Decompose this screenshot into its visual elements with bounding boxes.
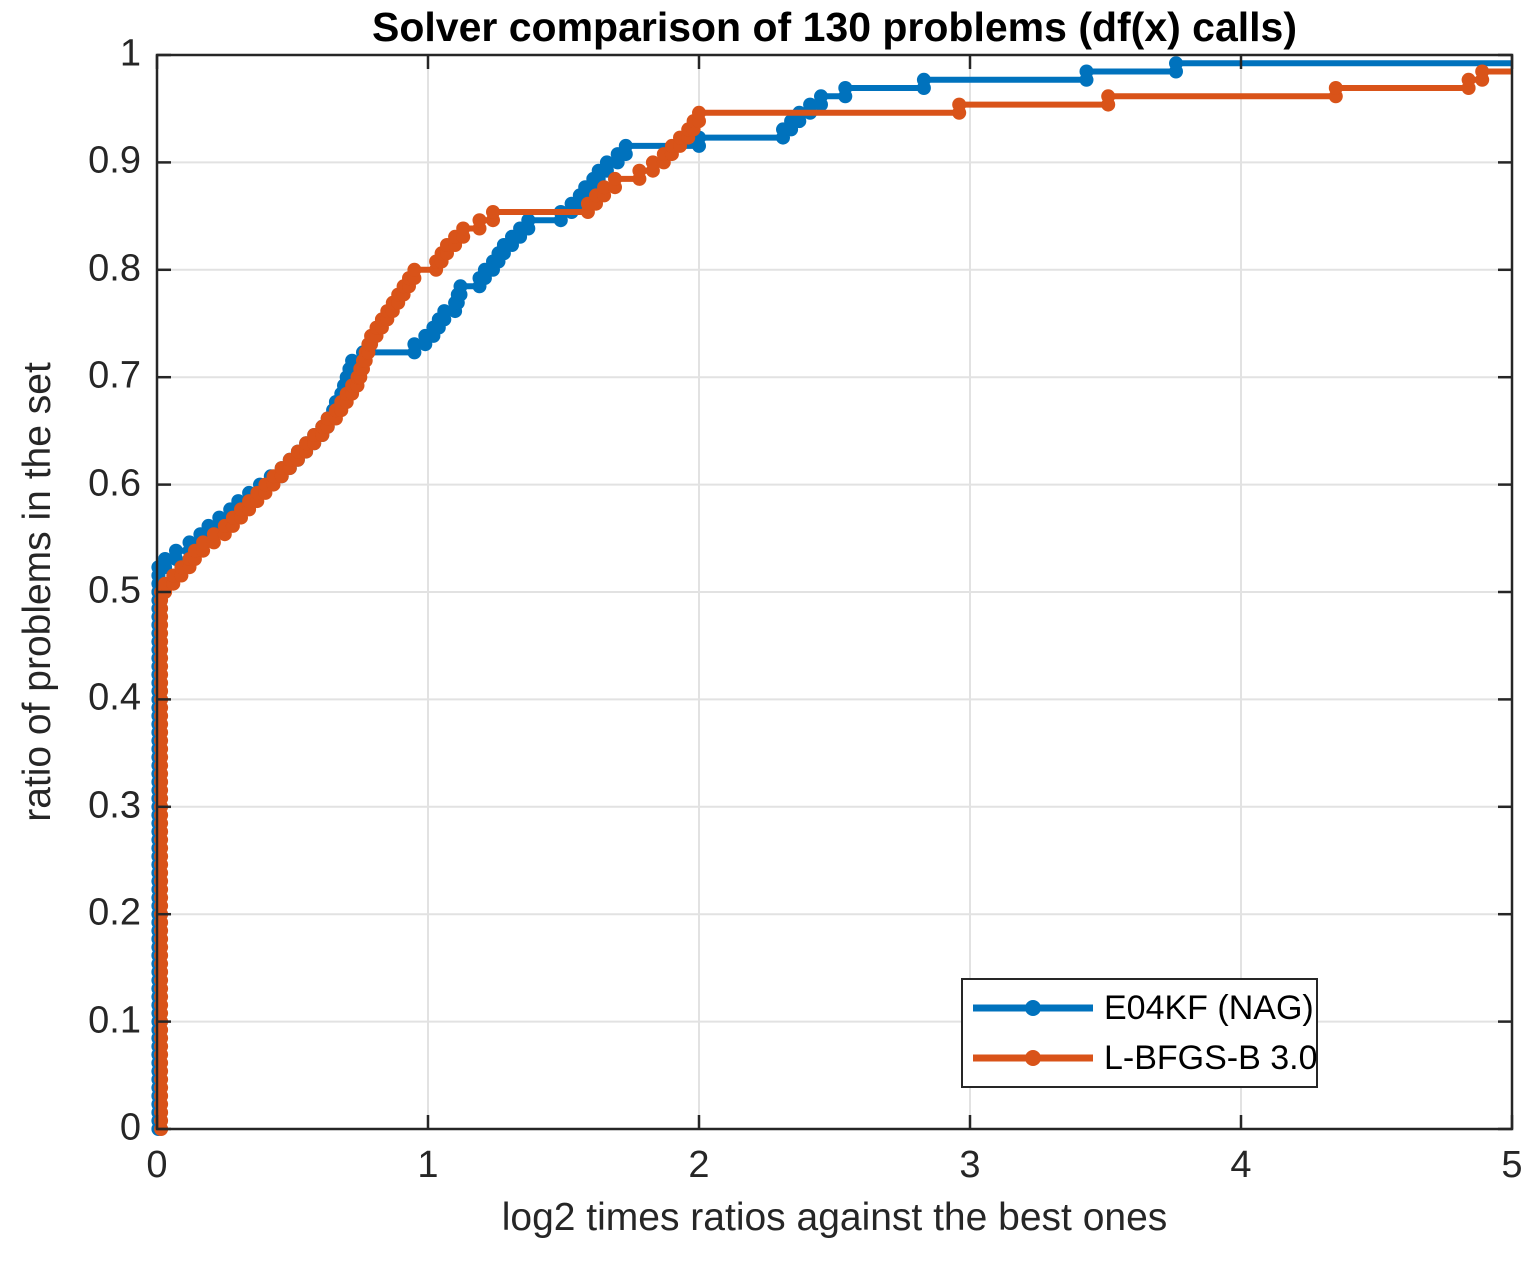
y-tick-label: 0 <box>119 1106 141 1149</box>
y-tick-label: 0.4 <box>88 677 141 720</box>
chart-title: Solver comparison of 130 problems (df(x)… <box>371 4 1298 50</box>
y-tick-label: 0.6 <box>88 462 141 505</box>
y-tick-label: 0.1 <box>88 999 141 1042</box>
y-tick-label: 0.7 <box>88 354 141 397</box>
x-tick-label: 2 <box>688 1144 710 1186</box>
legend: E04KF (NAG) L-BFGS-B 3.0 <box>961 978 1318 1088</box>
y-tick-label: 0.2 <box>88 891 141 934</box>
y-tick-label: 0.8 <box>88 247 141 290</box>
y-tick-label: 0.5 <box>88 569 141 612</box>
y-tick-label: 0.9 <box>88 140 141 183</box>
y-tick-label: 0.3 <box>88 784 141 827</box>
y-tick-label: 1 <box>119 32 141 75</box>
legend-line-sample <box>973 1050 1093 1066</box>
x-tick-label: 0 <box>146 1144 168 1186</box>
legend-label: L-BFGS-B 3.0 <box>1104 1038 1318 1077</box>
x-tick-label: 4 <box>1230 1144 1252 1186</box>
x-axis-label: log2 times ratios against the best ones <box>501 1196 1168 1239</box>
legend-line-sample <box>973 1000 1093 1016</box>
legend-entry: E04KF (NAG) <box>963 984 1316 1032</box>
x-tick-label: 1 <box>417 1144 439 1186</box>
legend-entry: L-BFGS-B 3.0 <box>963 1034 1318 1082</box>
x-tick-label: 3 <box>959 1144 981 1186</box>
legend-label: E04KF (NAG) <box>1104 988 1314 1027</box>
y-axis-label: ratio of problems in the set <box>16 362 59 822</box>
x-tick-label: 5 <box>1501 1144 1523 1186</box>
